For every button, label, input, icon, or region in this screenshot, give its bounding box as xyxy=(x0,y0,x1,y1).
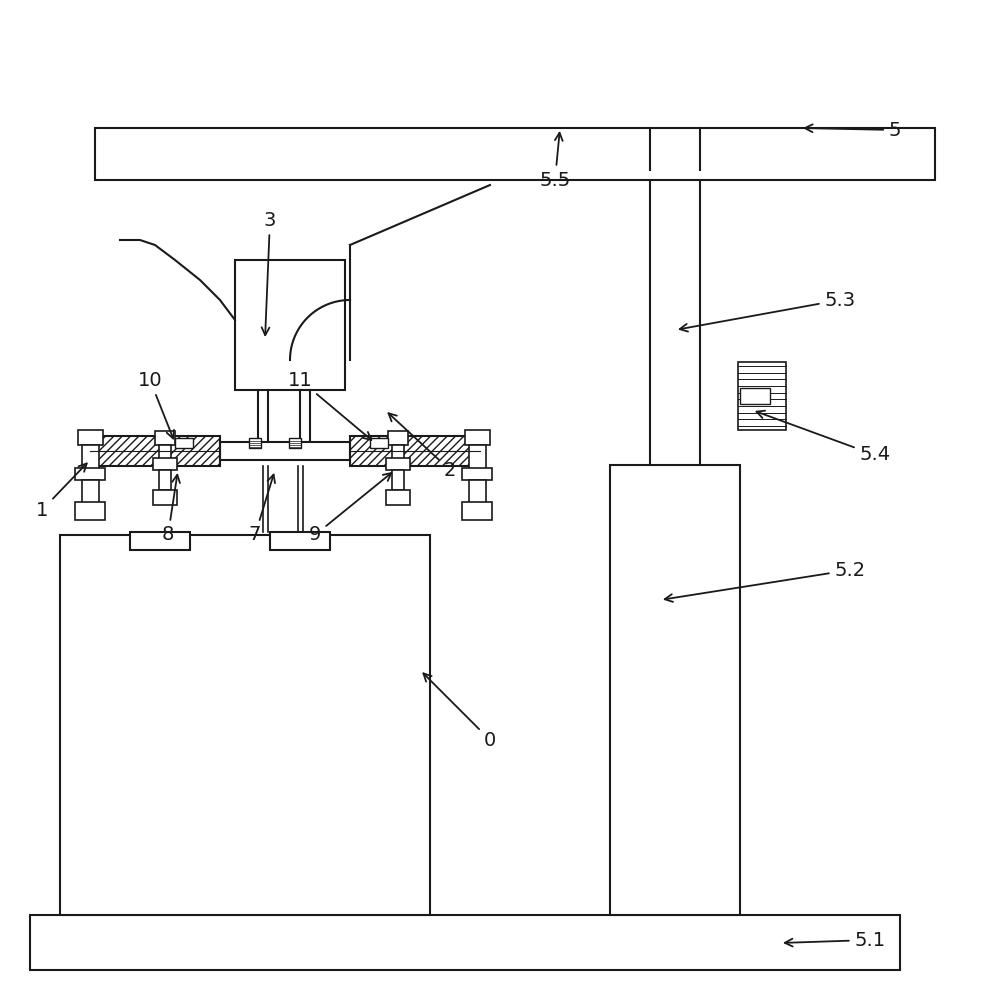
Text: 8: 8 xyxy=(161,475,180,544)
Bar xyxy=(249,438,261,448)
Bar xyxy=(95,128,935,180)
Bar xyxy=(153,490,177,505)
Bar xyxy=(462,502,492,520)
Text: 5.2: 5.2 xyxy=(665,560,866,602)
Text: 10: 10 xyxy=(138,370,174,439)
Bar xyxy=(153,458,177,470)
Text: 11: 11 xyxy=(287,370,371,440)
Bar xyxy=(469,480,486,505)
Text: 7: 7 xyxy=(249,475,275,544)
Bar xyxy=(386,458,410,470)
Bar xyxy=(462,468,492,480)
Bar xyxy=(289,438,301,448)
Text: 1: 1 xyxy=(35,463,87,520)
Bar xyxy=(82,480,99,505)
Bar xyxy=(155,431,175,445)
Bar xyxy=(75,502,105,520)
Bar xyxy=(130,532,190,550)
Bar xyxy=(370,438,388,448)
Bar xyxy=(175,438,193,448)
Bar xyxy=(469,445,486,470)
Text: 5.5: 5.5 xyxy=(539,133,571,190)
Text: 5.3: 5.3 xyxy=(680,290,855,332)
Text: 3: 3 xyxy=(262,211,277,335)
Bar xyxy=(78,430,103,445)
Text: 5.1: 5.1 xyxy=(785,930,886,950)
Text: 5: 5 xyxy=(805,120,901,139)
Bar xyxy=(235,260,345,390)
Bar xyxy=(392,470,404,490)
Bar xyxy=(159,470,171,490)
Bar xyxy=(392,445,404,459)
Bar xyxy=(220,442,350,460)
Bar xyxy=(82,445,99,470)
Bar xyxy=(159,445,171,459)
Text: 5.4: 5.4 xyxy=(757,411,891,464)
Bar xyxy=(465,430,490,445)
Text: 9: 9 xyxy=(309,473,392,544)
Bar xyxy=(270,532,330,550)
Text: 2: 2 xyxy=(389,413,457,480)
Bar xyxy=(350,436,480,466)
Text: 0: 0 xyxy=(423,673,496,750)
Bar xyxy=(90,436,220,466)
Bar xyxy=(60,535,430,915)
Bar xyxy=(610,465,740,915)
Bar xyxy=(738,362,786,430)
Bar xyxy=(388,431,408,445)
Bar xyxy=(740,388,770,404)
Bar xyxy=(386,490,410,505)
Bar xyxy=(30,915,900,970)
Bar xyxy=(75,468,105,480)
